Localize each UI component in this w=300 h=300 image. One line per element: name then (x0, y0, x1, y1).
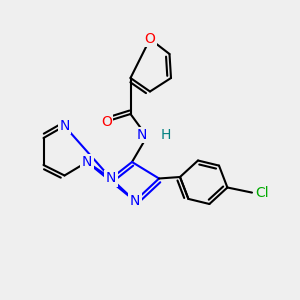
Text: N: N (130, 194, 140, 208)
Text: N: N (59, 119, 70, 133)
Text: Cl: Cl (255, 186, 268, 200)
Text: N: N (106, 172, 116, 185)
Text: O: O (145, 32, 155, 46)
Text: H: H (160, 128, 171, 142)
Text: O: O (101, 115, 112, 128)
Text: N: N (82, 155, 92, 169)
Text: N: N (136, 128, 147, 142)
